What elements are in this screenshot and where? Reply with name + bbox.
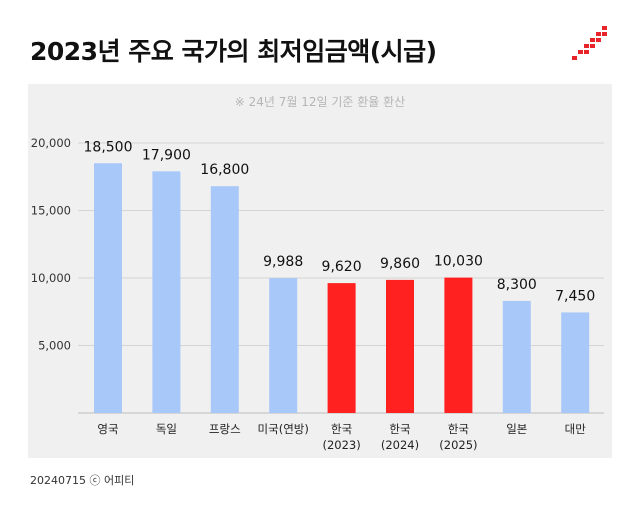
bar [269,278,298,413]
x-tick-label: (2024) [381,438,419,452]
x-tick-label: 미국(연방) [258,422,309,436]
footer-credit: 20240715 ⓒ 어피티 [30,474,135,487]
y-tick-label: 15,000 [31,204,71,218]
data-label: 17,900 [142,147,191,163]
data-label: 8,300 [497,277,537,293]
y-tick-label: 5,000 [38,339,71,353]
data-label: 10,030 [434,254,483,270]
data-label: 16,800 [200,162,249,178]
bar [502,300,531,413]
x-tick-label: 영국 [97,422,118,436]
chart-subtitle: ※ 24년 7월 12일 기준 환율 환산 [234,95,406,109]
y-tick-label: 20,000 [31,136,71,150]
data-label: 18,500 [84,139,133,155]
bar [94,163,122,413]
x-tick-label: 프랑스 [209,422,241,436]
x-tick-label: 한국 [389,422,410,436]
logo-icon [572,26,607,60]
bar [386,279,414,413]
bar [152,171,181,413]
bar [327,283,356,413]
x-tick-label: (2023) [322,438,360,452]
data-label: 9,988 [263,254,303,270]
x-tick-label: 일본 [506,422,527,436]
x-tick-label: 독일 [156,422,177,436]
x-tick-label: 한국 [331,422,352,436]
bar [444,277,473,413]
page-title: 2023년 주요 국가의 최저임금액(시급) [30,37,437,66]
x-tick-label: 한국 [448,422,469,436]
data-label: 9,860 [380,256,420,272]
data-label: 7,450 [555,288,595,304]
bar [561,312,590,413]
y-tick-label: 10,000 [31,271,71,285]
x-tick-label: 대만 [565,422,587,436]
data-label: 9,620 [322,259,362,275]
bar [210,186,239,413]
x-tick-label: (2025) [439,438,477,452]
